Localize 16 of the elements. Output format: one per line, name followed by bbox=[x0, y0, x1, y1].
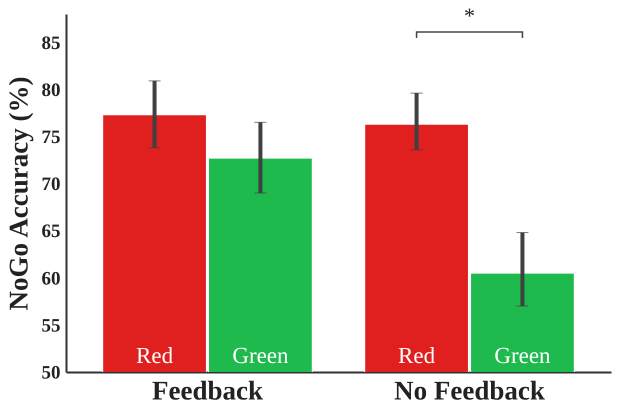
y-tick-label: 75 bbox=[42, 126, 60, 148]
text: Green bbox=[494, 343, 551, 368]
y-tick-label: 70 bbox=[42, 174, 60, 196]
y-tick-label: 55 bbox=[42, 315, 60, 336]
series-label: Green bbox=[232, 343, 290, 368]
y-tick-label: 50 bbox=[42, 362, 60, 384]
x-tick-label: No Feedback bbox=[394, 376, 545, 406]
y-axis-title: NoGo Accuracy (%) bbox=[4, 76, 34, 310]
annotation: * bbox=[464, 3, 476, 28]
series-label: Red bbox=[398, 343, 436, 368]
text: Red bbox=[136, 343, 174, 368]
y-tick-label: 80 bbox=[42, 80, 60, 101]
y-tick-label: 85 bbox=[42, 32, 60, 54]
y-tick-label: 60 bbox=[42, 268, 60, 290]
x-tick-label: Feedback bbox=[152, 376, 263, 406]
y-tick-label: 65 bbox=[42, 221, 60, 242]
